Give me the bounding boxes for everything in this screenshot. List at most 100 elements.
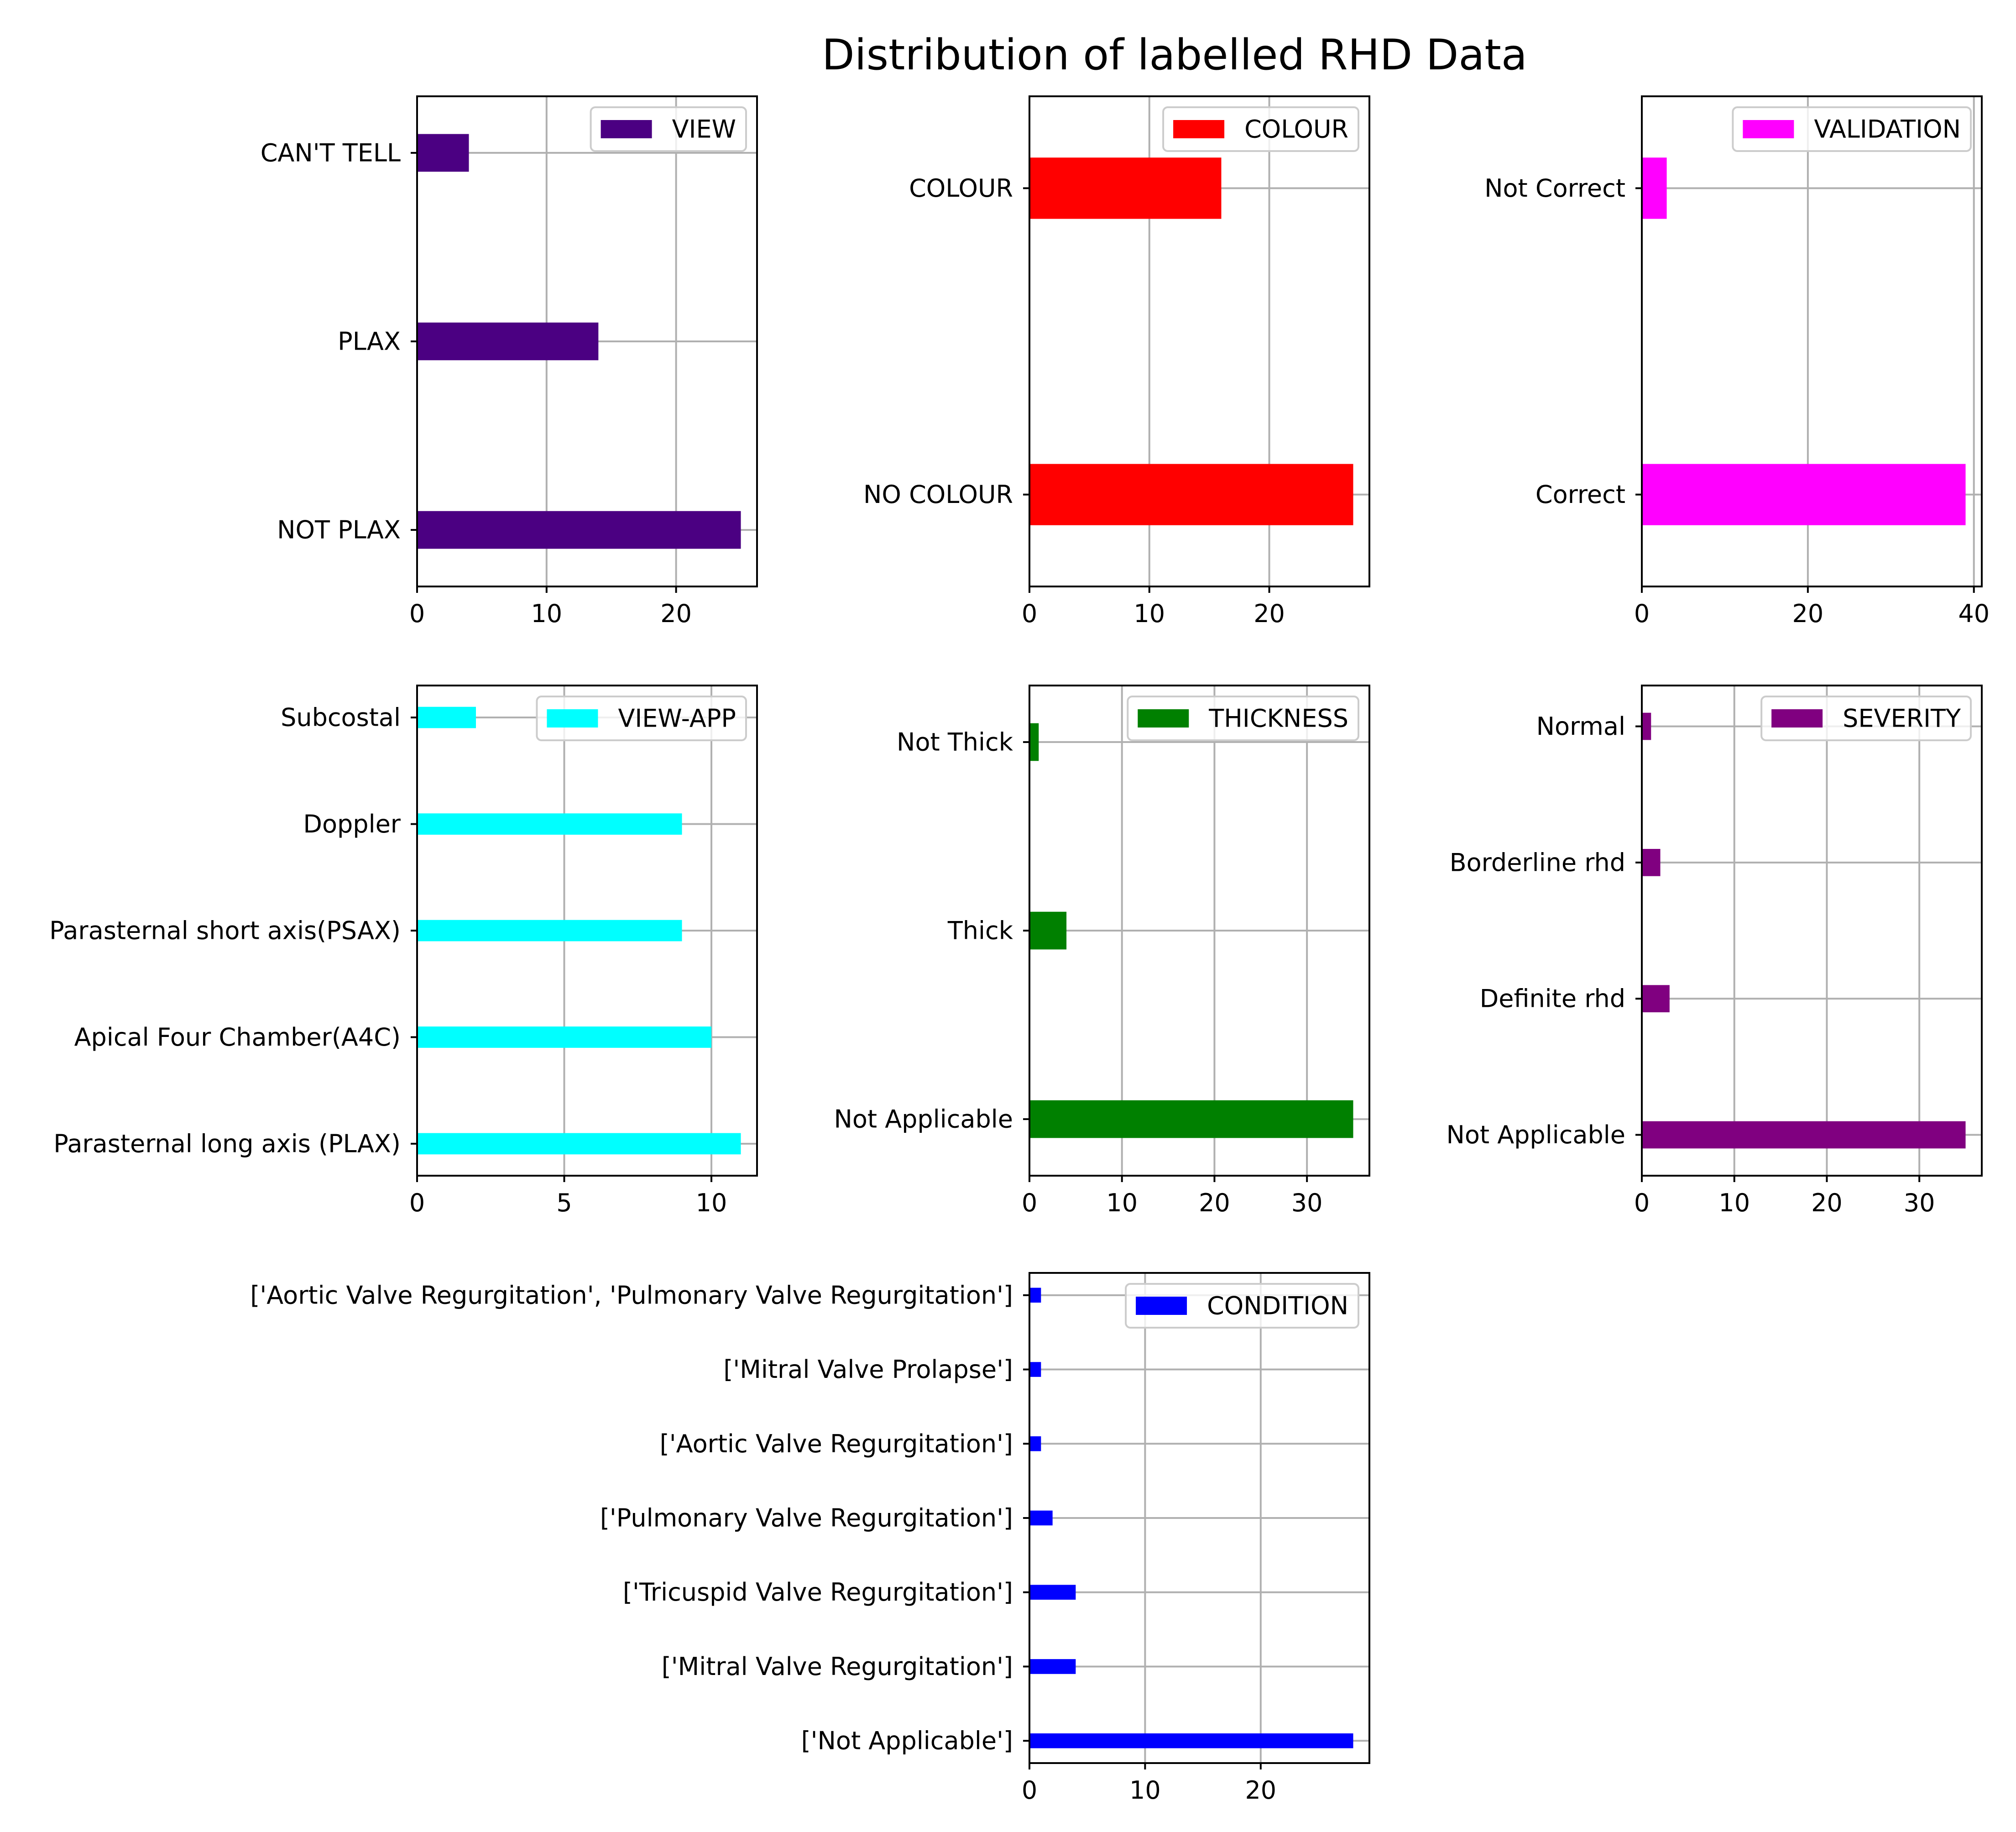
legend-swatch [1743, 120, 1794, 138]
subplot-severity: 0 10 20 30 Not Applicable Definite rhd Borderl… [1446, 685, 1983, 1217]
bar [1642, 1121, 1966, 1149]
axes-frame [1029, 1272, 1370, 1764]
subplot-validation: 0 20 40 Correct Not Correct VALIDATION [1484, 95, 1990, 628]
x-tick-label: 5 [556, 1188, 572, 1217]
x-tick-label: 20 [660, 599, 692, 628]
bar [1029, 1510, 1053, 1526]
x-tick-label: 0 [1634, 599, 1650, 628]
bar [1029, 1362, 1041, 1377]
legend-label: VIEW [672, 115, 736, 144]
bar [1029, 1288, 1041, 1303]
bar [1029, 911, 1067, 950]
legend: CONDITION [1125, 1283, 1359, 1329]
legend: VALIDATION [1732, 106, 1972, 152]
legend-frame [1125, 1283, 1359, 1329]
axes-frame [416, 685, 758, 1177]
x-tick-label: 0 [409, 1188, 425, 1217]
x-tick-label: 0 [1634, 1188, 1650, 1217]
y-tick-label: Normal [1536, 712, 1625, 741]
legend-label: VIEW-APP [618, 704, 736, 733]
x-tick-label: 40 [1958, 599, 1990, 628]
bar [1029, 157, 1222, 219]
y-tick-label: COLOUR [909, 174, 1013, 203]
x-tick-label: 10 [1133, 599, 1165, 628]
bar [417, 511, 741, 549]
bar [417, 134, 469, 172]
bar [1029, 1659, 1076, 1674]
legend: VIEW-APP [536, 696, 747, 741]
subplot-view-app: 0 5 10 Parasternal long axis (PLAX) Apical F… [49, 685, 758, 1217]
legend-swatch [1173, 120, 1225, 138]
legend-frame [1127, 696, 1359, 741]
y-tick-label: Not Thick [897, 728, 1013, 756]
y-tick-label: ['Aortic Valve Regurgitation', 'Pulmonar… [250, 1281, 1013, 1309]
subplot-thickness: 0 10 20 30 Not Applicable Thick Not Thick THICK… [834, 685, 1370, 1217]
bar [1029, 1436, 1041, 1451]
legend: VIEW [590, 106, 747, 152]
bar [417, 322, 599, 361]
subplot-colour: 0 10 20 NO COLOUR COLOUR COLOUR [863, 95, 1370, 628]
figure-title: Distribution of labelled RHD Data [822, 30, 1527, 79]
subplot-view: 0 10 20 NOT PLAX PLAX CAN'T TELL VIEW [261, 95, 758, 628]
bar [417, 920, 682, 942]
bar [1029, 723, 1039, 761]
legend-swatch [1138, 709, 1189, 728]
bar [1642, 985, 1670, 1012]
legend: THICKNESS [1127, 696, 1359, 741]
bar [417, 813, 682, 835]
legend-frame [1162, 106, 1359, 152]
bar [1642, 464, 1966, 525]
x-tick-label: 20 [1245, 1776, 1276, 1805]
x-tick-label: 10 [531, 599, 562, 628]
axes-frame [1641, 95, 1983, 587]
x-tick-label: 30 [1904, 1188, 1935, 1217]
legend-label: CONDITION [1207, 1292, 1348, 1320]
legend-label: SEVERITY [1843, 704, 1961, 733]
x-tick-label: 10 [1718, 1188, 1750, 1217]
y-tick-label: Apical Four Chamber(A4C) [74, 1023, 401, 1052]
x-tick-label: 10 [696, 1188, 727, 1217]
y-tick-label: ['Mitral Valve Regurgitation'] [662, 1652, 1013, 1681]
legend: COLOUR [1162, 106, 1359, 152]
legend-frame [1732, 106, 1972, 152]
x-tick-label: 30 [1291, 1188, 1323, 1217]
x-tick-label: 10 [1106, 1188, 1138, 1217]
legend-label: THICKNESS [1208, 704, 1348, 733]
x-tick-label: 20 [1199, 1188, 1230, 1217]
y-tick-label: Parasternal long axis (PLAX) [53, 1129, 401, 1158]
axes-frame [1029, 685, 1370, 1177]
y-tick-label: Borderline rhd [1450, 848, 1625, 877]
y-tick-label: Definite rhd [1480, 984, 1625, 1013]
bar [1642, 849, 1661, 876]
legend-swatch [1771, 709, 1823, 728]
x-tick-label: 0 [1022, 1776, 1037, 1805]
y-tick-label: ['Tricuspid Valve Regurgitation'] [623, 1578, 1013, 1607]
bar [1642, 712, 1651, 740]
x-tick-label: 0 [409, 599, 425, 628]
x-tick-label: 0 [1022, 599, 1037, 628]
y-tick-label: CAN'T TELL [261, 138, 401, 167]
bar [1029, 1733, 1353, 1748]
y-tick-label: Not Correct [1484, 174, 1625, 203]
bar [1029, 1585, 1076, 1600]
y-tick-label: Subcostal [281, 703, 401, 732]
y-tick-label: ['Pulmonary Valve Regurgitation'] [600, 1504, 1013, 1533]
y-tick-label: ['Aortic Valve Regurgitation'] [660, 1429, 1013, 1458]
y-tick-label: NO COLOUR [863, 480, 1013, 509]
axes-frame [1641, 685, 1983, 1177]
y-tick-label: PLAX [338, 327, 401, 356]
bar [417, 707, 476, 728]
y-tick-label: ['Mitral Valve Prolapse'] [723, 1355, 1013, 1384]
bar [417, 1133, 741, 1155]
legend-frame [536, 696, 747, 741]
x-tick-label: 0 [1022, 1188, 1037, 1217]
y-tick-label: Not Applicable [834, 1105, 1013, 1134]
axes-frame [416, 95, 758, 587]
y-tick-label: ['Not Applicable'] [801, 1727, 1013, 1755]
y-tick-label: NOT PLAX [277, 516, 401, 544]
x-tick-label: 20 [1792, 599, 1823, 628]
bar [1029, 1100, 1353, 1138]
bar [1642, 157, 1667, 219]
subplot-condition: 0 10 20 ['Not Applicable'] ['Mitral Valve Re… [250, 1272, 1370, 1805]
